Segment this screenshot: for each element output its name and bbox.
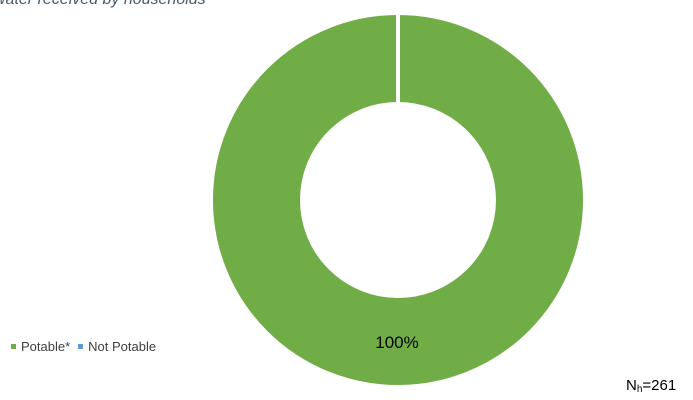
data-label-potable: 100% [375, 333, 418, 352]
sample-size-subscript: h [636, 384, 643, 395]
legend-label-potable: Potable* [21, 339, 71, 354]
legend-item-not-potable: Not Potable [78, 339, 156, 354]
legend-swatch-not-potable [78, 344, 84, 349]
chart-title: water received by households [0, 0, 206, 9]
legend-label-not-potable: Not Potable [88, 339, 157, 354]
legend: Potable* Not Potable [11, 339, 164, 354]
legend-swatch-potable [11, 344, 16, 349]
legend-item-potable: Potable* [11, 339, 70, 354]
donut-slices [213, 14, 583, 385]
sample-size-n: N [626, 377, 637, 394]
sample-size-note: Nh=261 [626, 377, 676, 395]
sample-size-value: =261 [642, 377, 677, 394]
